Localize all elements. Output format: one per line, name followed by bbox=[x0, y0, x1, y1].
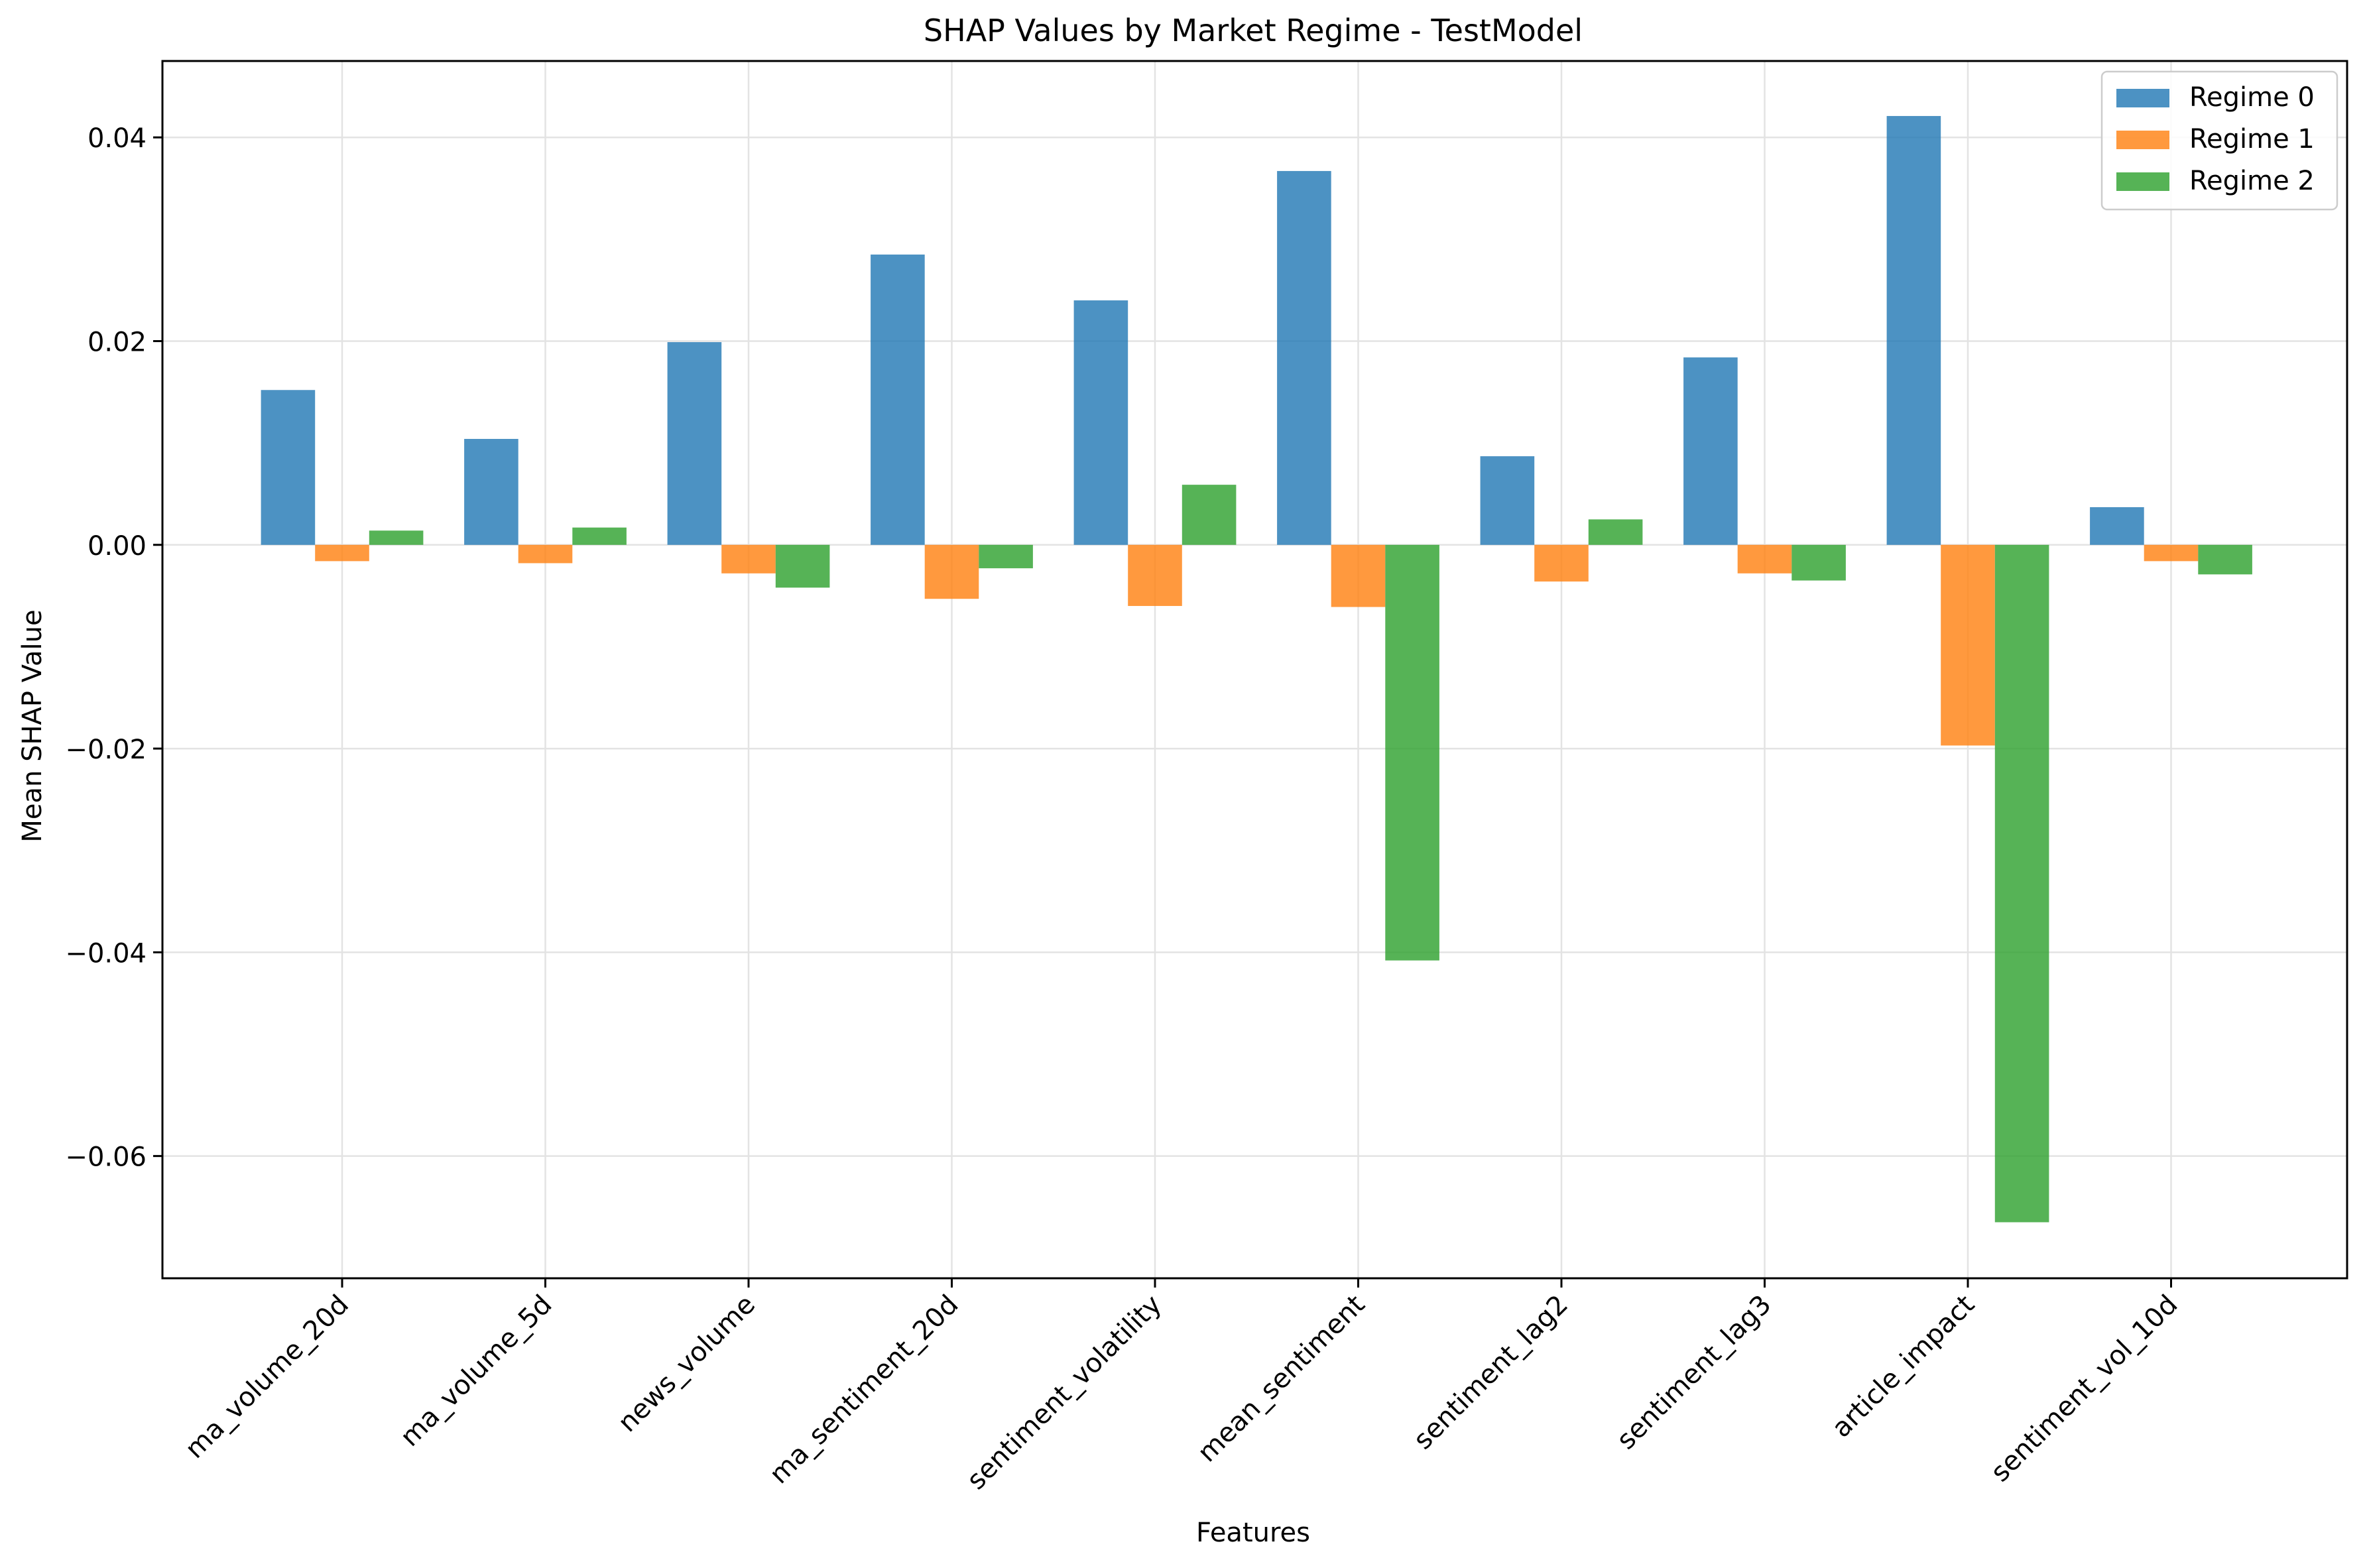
legend-swatch bbox=[2116, 172, 2169, 191]
bar-regime-0 bbox=[1480, 456, 1535, 545]
bar-regime-2 bbox=[2198, 544, 2252, 575]
y-tick-label: 0.00 bbox=[88, 531, 147, 562]
bar-regime-2 bbox=[369, 530, 424, 545]
bar-regime-2 bbox=[775, 544, 830, 588]
bar-regime-0 bbox=[1683, 357, 1738, 545]
bars bbox=[261, 115, 2252, 1223]
bar-regime-2 bbox=[1385, 544, 1439, 961]
legend-swatch bbox=[2116, 89, 2169, 107]
y-tick-label: −0.04 bbox=[65, 938, 147, 969]
y-tick-label: −0.06 bbox=[65, 1142, 147, 1173]
legend-label: Regime 2 bbox=[2189, 166, 2315, 196]
bar-regime-0 bbox=[871, 254, 925, 545]
bar-regime-2 bbox=[1588, 519, 1643, 545]
bar-regime-0 bbox=[667, 342, 722, 545]
bar-regime-1 bbox=[1128, 544, 1182, 606]
y-axis-label: Mean SHAP Value bbox=[17, 609, 48, 842]
bar-regime-2 bbox=[572, 527, 627, 545]
chart-title: SHAP Values by Market Regime - TestModel bbox=[924, 13, 1583, 48]
bar-regime-0 bbox=[464, 439, 518, 545]
bar-regime-2 bbox=[1182, 485, 1237, 545]
bar-regime-1 bbox=[1737, 544, 1792, 573]
legend-swatch bbox=[2116, 131, 2169, 149]
bar-regime-1 bbox=[518, 544, 573, 564]
bar-regime-1 bbox=[924, 544, 979, 599]
bar-regime-1 bbox=[315, 544, 369, 562]
y-tick-label: 0.02 bbox=[88, 328, 147, 358]
bar-regime-1 bbox=[1331, 544, 1386, 607]
legend-label: Regime 1 bbox=[2189, 124, 2315, 154]
bar-regime-1 bbox=[1534, 544, 1589, 582]
bar-regime-1 bbox=[721, 544, 776, 573]
bar-regime-1 bbox=[1941, 544, 1995, 746]
bar-regime-1 bbox=[2144, 544, 2199, 562]
bar-regime-0 bbox=[1886, 115, 1941, 545]
y-tick-label: 0.04 bbox=[88, 123, 147, 154]
bar-regime-2 bbox=[979, 544, 1033, 569]
bar-regime-0 bbox=[1277, 170, 1331, 545]
y-tick-label: −0.02 bbox=[65, 735, 147, 765]
legend: Regime 0 Regime 1 Regime 2 bbox=[2100, 70, 2338, 211]
legend-label: Regime 0 bbox=[2189, 82, 2315, 113]
bar-regime-2 bbox=[1994, 544, 2049, 1223]
bar-regime-2 bbox=[1791, 544, 1846, 581]
bar-regime-0 bbox=[1073, 300, 1128, 545]
plot-area-frame bbox=[161, 60, 2348, 1280]
x-axis-label: Features bbox=[1196, 1518, 1310, 1548]
y-axis-ticks: 0.04 0.02 0.00 −0.02 −0.04 −0.06 bbox=[65, 123, 162, 1173]
bar-regime-0 bbox=[261, 390, 316, 545]
bar-regime-0 bbox=[2090, 507, 2144, 545]
